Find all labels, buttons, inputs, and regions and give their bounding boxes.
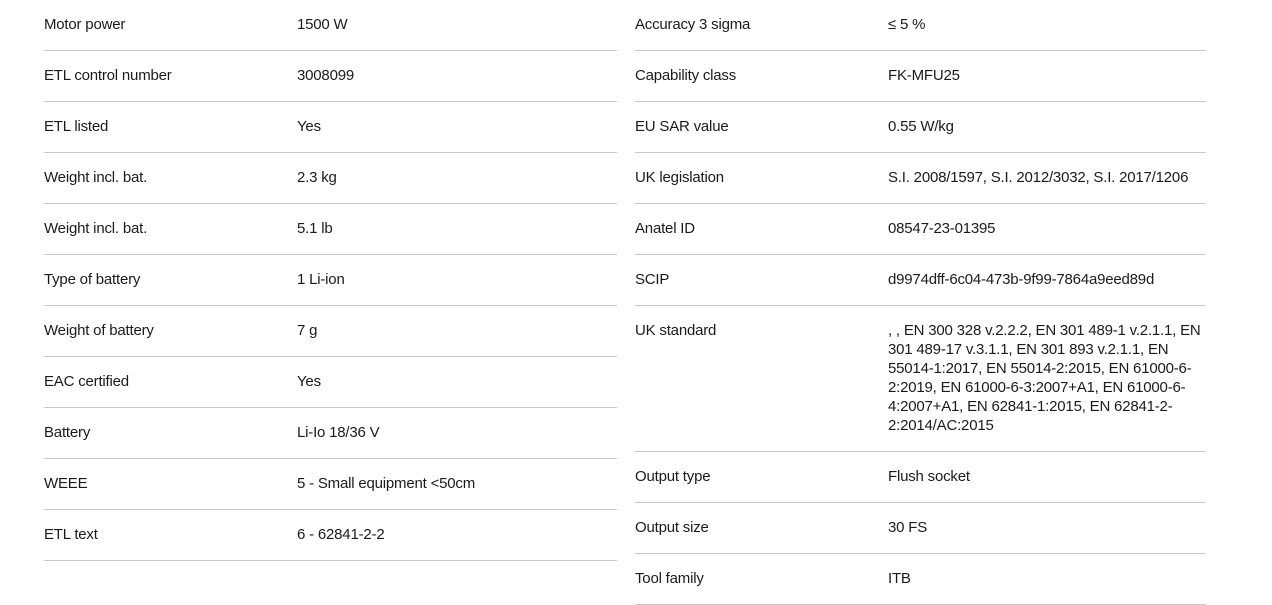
spec-value: 5 - Small equipment <50cm (297, 475, 476, 492)
spec-label: ETL text (44, 526, 98, 543)
spec-value: 5.1 lb (297, 220, 333, 237)
spec-label: EAC certified (44, 373, 129, 390)
spec-value: S.I. 2008/1597, S.I. 2012/3032, S.I. 201… (888, 169, 1189, 186)
spec-row: ETL listed Yes (44, 102, 617, 153)
spec-value: 7 g (297, 322, 318, 339)
spec-value: Li-Io 18/36 V (297, 424, 380, 441)
spec-row: Weight of battery 7 g (44, 306, 617, 357)
spec-row: Motor power 1500 W (44, 0, 617, 51)
spec-label: UK legislation (635, 169, 724, 186)
spec-column-right: Accuracy 3 sigma ≤ 5 % Capability class FK-… (635, 0, 1206, 605)
spec-row: Output size 30 FS (635, 503, 1206, 554)
spec-row: Type of battery 1 Li-ion (44, 255, 617, 306)
spec-value: ≤ 5 % (888, 16, 926, 33)
spec-value: 1 Li-ion (297, 271, 345, 288)
spec-value: 0.55 W/kg (888, 118, 954, 135)
spec-row: WEEE 5 - Small equipment <50cm (44, 459, 617, 510)
spec-label: Weight incl. bat. (44, 169, 148, 186)
spec-label: SCIP (635, 271, 670, 288)
spec-label: ETL control number (44, 67, 172, 84)
spec-row: Capability class FK-MFU25 (635, 51, 1206, 102)
spec-label: WEEE (44, 475, 88, 492)
spec-value: FK-MFU25 (888, 67, 960, 84)
spec-row: ETL control number 3008099 (44, 51, 617, 102)
spec-row: Weight incl. bat. 5.1 lb (44, 204, 617, 255)
spec-value: Yes (297, 373, 321, 390)
spec-row: UK standard , , EN 300 328 v.2.2.2, EN 30… (635, 306, 1206, 452)
spec-label: UK standard (635, 322, 717, 339)
spec-row: Accuracy 3 sigma ≤ 5 % (635, 0, 1206, 51)
spec-value: 30 FS (888, 519, 928, 536)
spec-value: 2.3 kg (297, 169, 337, 186)
spec-value: 1500 W (297, 16, 348, 33)
spec-label: Type of battery (44, 271, 141, 288)
spec-label: Battery (44, 424, 91, 441)
spec-value: 3008099 (297, 67, 354, 84)
spec-row: EU SAR value 0.55 W/kg (635, 102, 1206, 153)
spec-label: Output size (635, 519, 709, 536)
spec-row: Anatel ID 08547-23-01395 (635, 204, 1206, 255)
spec-row: SCIP d9974dff-6c04-473b-9f99-7864a9eed89d (635, 255, 1206, 306)
spec-row: UK legislation S.I. 2008/1597, S.I. 2012/… (635, 153, 1206, 204)
spec-row: Weight incl. bat. 2.3 kg (44, 153, 617, 204)
spec-row: Tool family ITB (635, 554, 1206, 605)
spec-value: 6 - 62841-2-2 (297, 526, 385, 543)
spec-row: Battery Li-Io 18/36 V (44, 408, 617, 459)
spec-value: , , EN 300 328 v.2.2.2, EN 301 489-1 v.2… (888, 322, 1201, 434)
spec-label: Weight of battery (44, 322, 154, 339)
spec-label: Output type (635, 468, 711, 485)
spec-column-left: Motor power 1500 W ETL control number 30080… (44, 0, 617, 561)
spec-value: d9974dff-6c04-473b-9f99-7864a9eed89d (888, 271, 1155, 288)
spec-label: Weight incl. bat. (44, 220, 148, 237)
spec-row: Output type Flush socket (635, 452, 1206, 503)
spec-label: EU SAR value (635, 118, 729, 135)
spec-label: Capability class (635, 67, 737, 84)
spec-label: Accuracy 3 sigma (635, 16, 751, 33)
spec-label: Anatel ID (635, 220, 695, 237)
spec-value: ITB (888, 570, 911, 587)
spec-value: Flush socket (888, 468, 970, 485)
spec-label: Motor power (44, 16, 126, 33)
spec-row: ETL text 6 - 62841-2-2 (44, 510, 617, 561)
spec-value: Yes (297, 118, 321, 135)
spec-row: EAC certified Yes (44, 357, 617, 408)
spec-label: Tool family (635, 570, 704, 587)
spec-value: 08547-23-01395 (888, 220, 996, 237)
spec-label: ETL listed (44, 118, 109, 135)
